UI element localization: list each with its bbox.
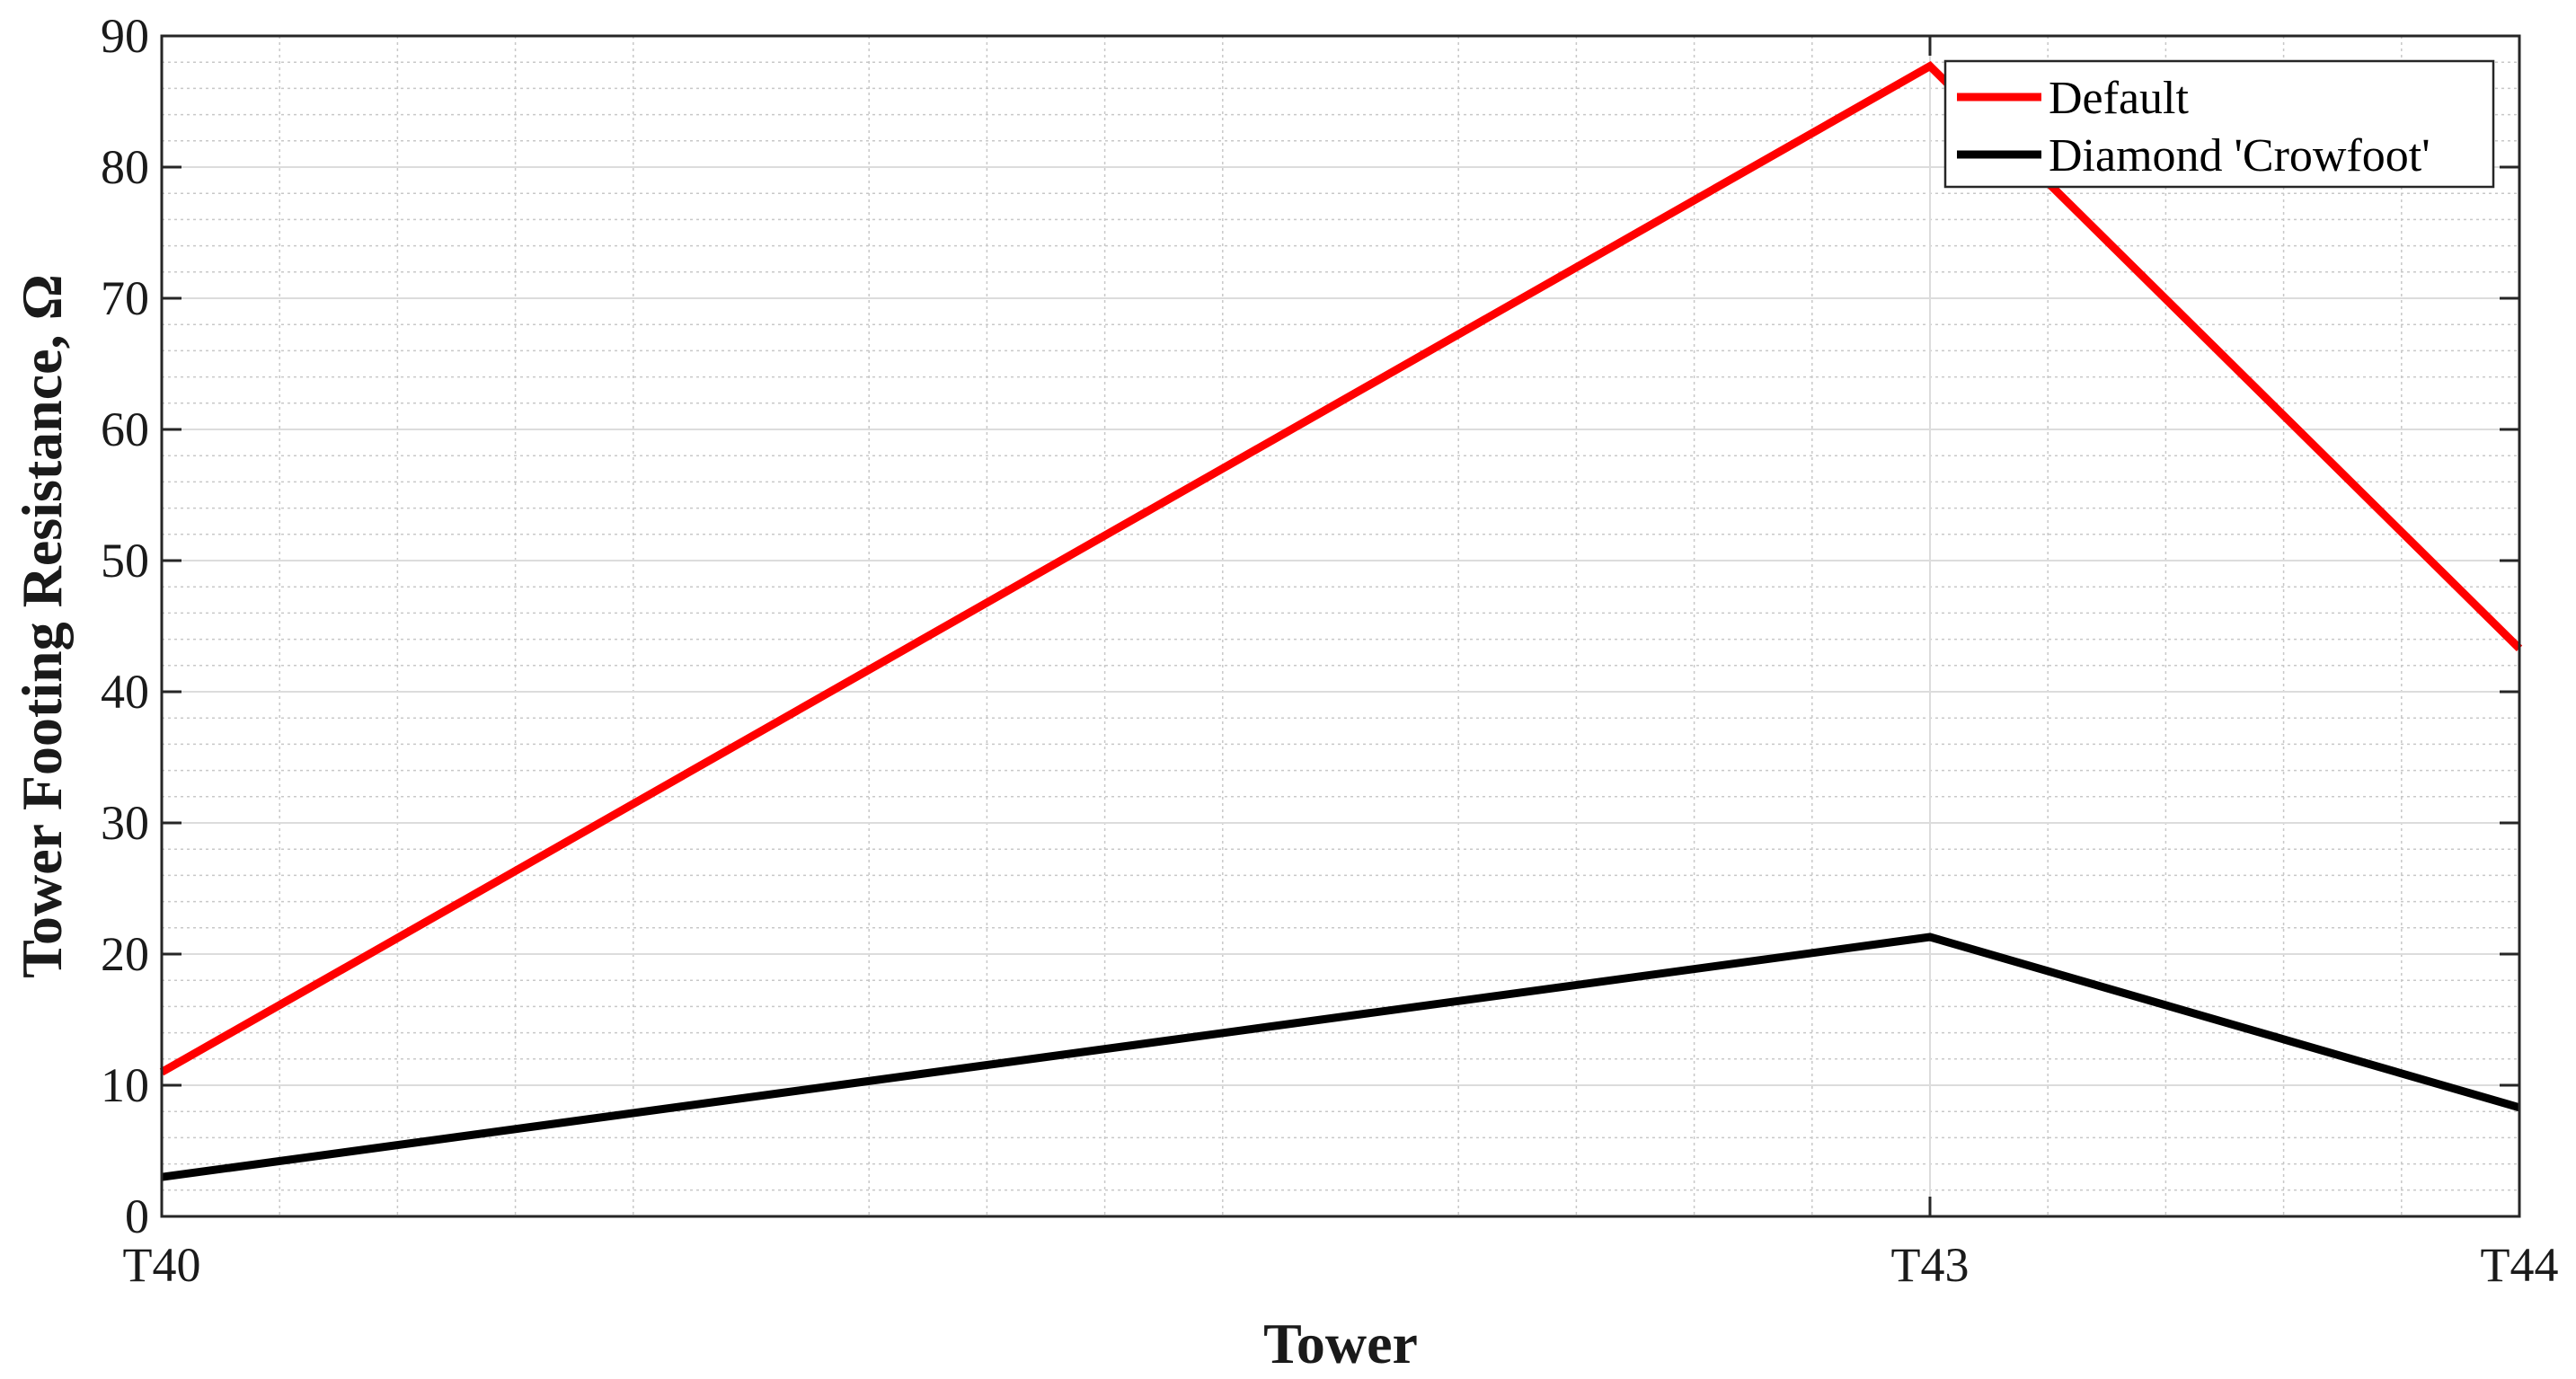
series-line-1 [161, 933, 2521, 1181]
axis-ticks [160, 34, 2521, 1218]
x-tick-label: T40 [123, 1238, 201, 1292]
y-tick-label: 10 [101, 1058, 149, 1112]
series-lines [159, 60, 2523, 1181]
y-tick-label: 40 [101, 665, 149, 719]
series-line-0 [159, 60, 2523, 1076]
legend-box [1943, 59, 2495, 189]
x-tick-label: T44 [2481, 1238, 2559, 1292]
x-axis-tick-labels: T40 T43 T44 [123, 1238, 2559, 1292]
grid [162, 36, 2519, 1216]
y-tick-label: 20 [101, 927, 149, 981]
legend: Default Diamond 'Crowfoot' [1943, 59, 2495, 189]
y-tick-label: 30 [101, 796, 149, 850]
y-axis-title: Tower Footing Resistance, Ω [10, 274, 74, 978]
legend-entry-diamond-crowfoot: Diamond 'Crowfoot' [2049, 130, 2430, 181]
y-tick-label: 80 [101, 140, 149, 194]
y-tick-label: 60 [101, 402, 149, 456]
y-tick-label: 0 [125, 1189, 149, 1243]
x-axis-title: Tower [1263, 1312, 1418, 1375]
plot-area-frame [160, 34, 2521, 1218]
legend-entry-default: Default [2049, 73, 2189, 124]
y-axis-tick-labels: 0 10 20 30 40 50 60 70 80 90 [101, 9, 149, 1243]
y-tick-label: 50 [101, 534, 149, 588]
x-tick-label: T43 [1891, 1238, 1970, 1292]
y-tick-label: 70 [101, 271, 149, 325]
y-tick-label: 90 [101, 9, 149, 63]
